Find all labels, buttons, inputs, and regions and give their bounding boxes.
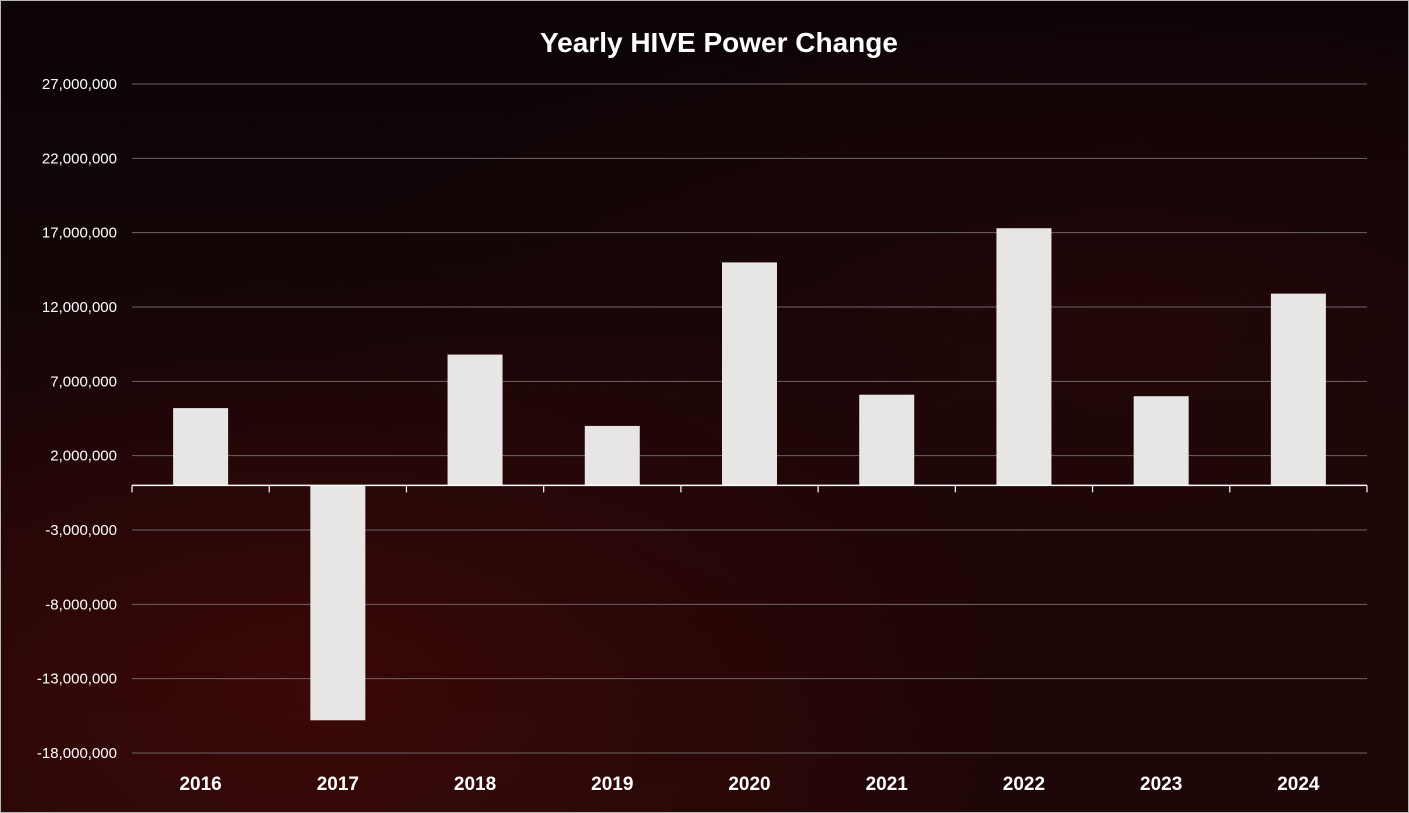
- y-tick-label: -8,000,000: [45, 596, 117, 613]
- x-tick-label: 2019: [591, 774, 633, 795]
- y-tick-label: 27,000,000: [42, 76, 117, 93]
- y-tick-label: 7,000,000: [50, 373, 117, 390]
- y-axis-tick-labels: 27,000,000 22,000,000 17,000,000 12,000,000…: [37, 76, 117, 762]
- x-tick-label: 2016: [179, 774, 221, 795]
- chart-title: Yearly HIVE Power Change: [540, 27, 898, 58]
- bar-2024: [1270, 293, 1326, 486]
- bar-2018: [447, 354, 503, 486]
- x-tick-label: 2024: [1277, 774, 1320, 795]
- y-tick-label: -18,000,000: [37, 745, 117, 762]
- x-tick-label: 2020: [728, 774, 770, 795]
- x-tick-label: 2017: [317, 774, 359, 795]
- x-tick-label: 2022: [1003, 774, 1045, 795]
- y-tick-label: 2,000,000: [50, 448, 117, 465]
- x-axis: [131, 484, 1368, 493]
- y-tick-label: -3,000,000: [45, 522, 117, 539]
- y-tick-label: 17,000,000: [42, 225, 117, 242]
- bar-2022: [996, 228, 1052, 486]
- x-tick-label: 2023: [1140, 774, 1182, 795]
- y-tick-label: -13,000,000: [37, 671, 117, 688]
- x-axis-tick-labels: 2016 2017 2018 2019 2020 2021 2022 2023 2024: [179, 774, 1319, 795]
- bar-2023: [1133, 396, 1189, 486]
- bar-2021: [859, 394, 915, 486]
- x-tick-label: 2021: [866, 774, 909, 795]
- bars: [173, 228, 1326, 721]
- bar-2017: [310, 485, 366, 721]
- bar-2016: [173, 408, 229, 486]
- bar-2020: [722, 262, 777, 486]
- y-tick-label: 12,000,000: [42, 299, 117, 316]
- bar-2019: [584, 425, 640, 486]
- x-tick-label: 2018: [454, 774, 496, 795]
- y-tick-label: 22,000,000: [42, 150, 117, 167]
